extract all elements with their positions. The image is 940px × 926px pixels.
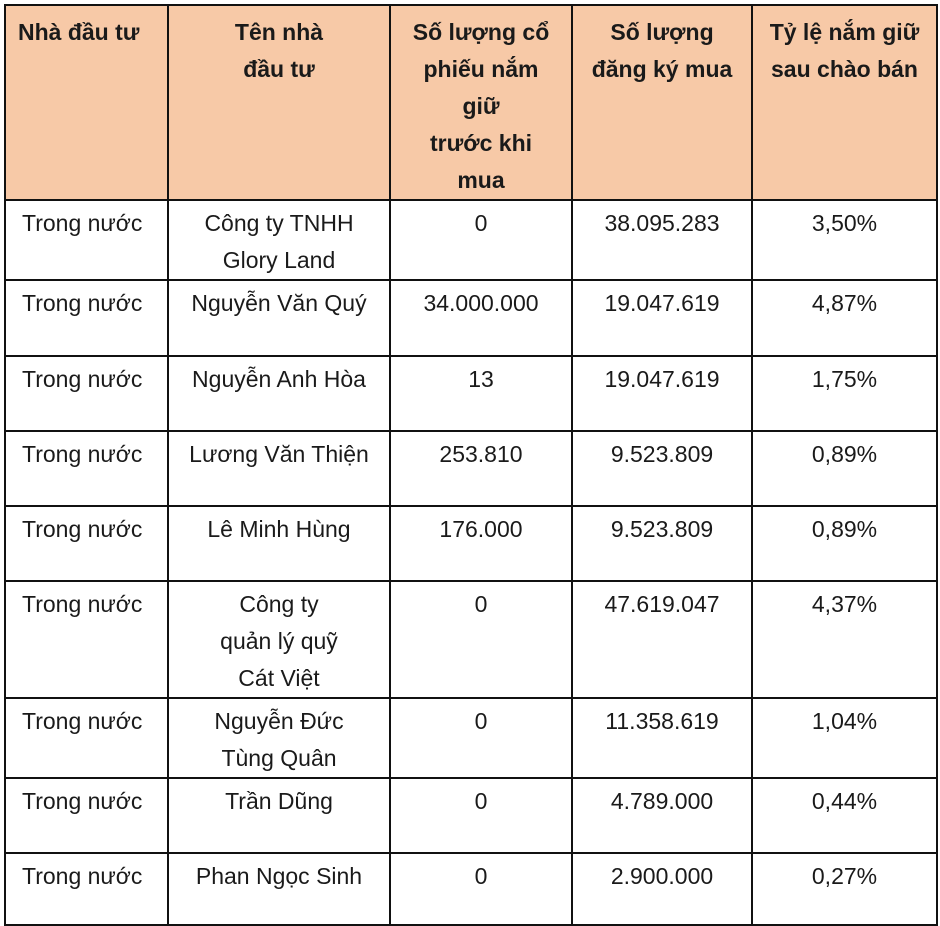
cell-investor-type: Trong nước xyxy=(4,777,169,854)
cell-investor-name: Nguyễn Văn Quý xyxy=(167,279,391,357)
cell-ownership-after: 4,87% xyxy=(751,279,938,357)
header-ownership-after-line: Tỷ lệ nắm giữ xyxy=(769,19,920,45)
header-investor-name: Tên nhà đầu tư xyxy=(167,4,391,201)
header-shares-before-line: phiếu nắm xyxy=(423,56,539,82)
cell-investor-name: Lê Minh Hùng xyxy=(167,505,391,582)
table-row: Trong nước Nguyễn Văn Quý 34.000.000 19.… xyxy=(4,279,938,357)
cell-shares-before: 0 xyxy=(389,852,573,926)
table-row: Trong nước Nguyễn Anh Hòa 13 19.047.619 … xyxy=(4,355,938,432)
cell-investor-type: Trong nước xyxy=(4,505,169,582)
cell-ownership-after: 0,27% xyxy=(751,852,938,926)
header-shares-before-line: giữ xyxy=(462,93,500,119)
cell-investor-name-line: Nguyễn Văn Quý xyxy=(191,290,367,316)
cell-investor-name: Nguyễn Đức Tùng Quân xyxy=(167,697,391,779)
cell-shares-before: 176.000 xyxy=(389,505,573,582)
cell-investor-name-line: Tùng Quân xyxy=(221,745,337,771)
header-ownership-after-line: sau chào bán xyxy=(771,56,918,82)
cell-investor-name: Nguyễn Anh Hòa xyxy=(167,355,391,432)
cell-investor-name-line: Nguyễn Đức xyxy=(214,708,344,734)
cell-ownership-after: 1,75% xyxy=(751,355,938,432)
cell-ownership-after: 0,89% xyxy=(751,430,938,507)
cell-investor-type: Trong nước xyxy=(4,430,169,507)
header-investor-name-line: đầu tư xyxy=(243,56,315,82)
header-shares-before-line: Số lượng cổ xyxy=(412,19,550,45)
header-investor-type: Nhà đầu tư xyxy=(4,4,169,201)
cell-investor-type: Trong nước xyxy=(4,355,169,432)
header-shares-before-line: trước khi xyxy=(429,130,533,156)
cell-investor-name-line: Lương Văn Thiện xyxy=(189,441,369,467)
cell-investor-name: Công ty TNHH Glory Land xyxy=(167,199,391,281)
table-row: Trong nước Trần Dũng 0 4.789.000 0,44% xyxy=(4,777,938,854)
cell-shares-before: 13 xyxy=(389,355,573,432)
cell-investor-type: Trong nước xyxy=(4,199,169,281)
cell-shares-registered: 19.047.619 xyxy=(571,279,753,357)
cell-ownership-after: 0,89% xyxy=(751,505,938,582)
header-investor-name-line: Tên nhà xyxy=(234,19,324,45)
cell-investor-name: Trần Dũng xyxy=(167,777,391,854)
header-shares-registered-line: Số lượng xyxy=(610,19,714,45)
cell-shares-registered: 47.619.047 xyxy=(571,580,753,699)
table-row: Trong nước Lê Minh Hùng 176.000 9.523.80… xyxy=(4,505,938,582)
cell-investor-name-line: Công ty TNHH xyxy=(204,210,354,236)
cell-shares-before: 0 xyxy=(389,777,573,854)
cell-shares-registered: 9.523.809 xyxy=(571,505,753,582)
cell-investor-name: Phan Ngọc Sinh xyxy=(167,852,391,926)
cell-investor-name-line: Trần Dũng xyxy=(225,788,333,814)
cell-ownership-after: 0,44% xyxy=(751,777,938,854)
cell-investor-name-line: Công ty xyxy=(239,591,319,617)
header-row: Nhà đầu tư Tên nhà đầu tư Số lượng cổ ph… xyxy=(4,4,938,201)
header-shares-before-line: mua xyxy=(457,167,505,193)
cell-investor-name: Công ty quản lý quỹ Cát Việt xyxy=(167,580,391,699)
cell-shares-registered: 9.523.809 xyxy=(571,430,753,507)
cell-shares-registered: 4.789.000 xyxy=(571,777,753,854)
header-shares-registered-line: đăng ký mua xyxy=(591,56,733,82)
cell-investor-name-line: Phan Ngọc Sinh xyxy=(195,863,363,889)
cell-investor-name-line: Cát Việt xyxy=(238,665,320,691)
header-ownership-after: Tỷ lệ nắm giữ sau chào bán xyxy=(751,4,938,201)
cell-investor-type: Trong nước xyxy=(4,580,169,699)
cell-investor-type: Trong nước xyxy=(4,279,169,357)
cell-shares-registered: 19.047.619 xyxy=(571,355,753,432)
cell-ownership-after: 3,50% xyxy=(751,199,938,281)
investor-table: Nhà đầu tư Tên nhà đầu tư Số lượng cổ ph… xyxy=(4,4,938,926)
table-row: Trong nước Công ty quản lý quỹ Cát Việt … xyxy=(4,580,938,699)
cell-shares-before: 253.810 xyxy=(389,430,573,507)
table-row: Trong nước Lương Văn Thiện 253.810 9.523… xyxy=(4,430,938,507)
table-row: Trong nước Phan Ngọc Sinh 0 2.900.000 0,… xyxy=(4,852,938,926)
table-row: Trong nước Công ty TNHH Glory Land 0 38.… xyxy=(4,199,938,281)
cell-investor-name-line: Lê Minh Hùng xyxy=(207,516,351,542)
header-shares-before: Số lượng cổ phiếu nắm giữ trước khi mua xyxy=(389,4,573,201)
cell-investor-name-line: Glory Land xyxy=(222,247,336,273)
cell-investor-type: Trong nước xyxy=(4,852,169,926)
cell-shares-before: 34.000.000 xyxy=(389,279,573,357)
cell-ownership-after: 4,37% xyxy=(751,580,938,699)
header-shares-registered: Số lượng đăng ký mua xyxy=(571,4,753,201)
cell-investor-type: Trong nước xyxy=(4,697,169,779)
cell-shares-before: 0 xyxy=(389,580,573,699)
cell-investor-name-line: Nguyễn Anh Hòa xyxy=(192,366,366,392)
cell-ownership-after: 1,04% xyxy=(751,697,938,779)
cell-shares-before: 0 xyxy=(389,697,573,779)
cell-investor-name: Lương Văn Thiện xyxy=(167,430,391,507)
table-row: Trong nước Nguyễn Đức Tùng Quân 0 11.358… xyxy=(4,697,938,779)
cell-shares-registered: 11.358.619 xyxy=(571,697,753,779)
cell-investor-name-line: quản lý quỹ xyxy=(220,628,338,654)
cell-shares-before: 0 xyxy=(389,199,573,281)
cell-shares-registered: 38.095.283 xyxy=(571,199,753,281)
cell-shares-registered: 2.900.000 xyxy=(571,852,753,926)
